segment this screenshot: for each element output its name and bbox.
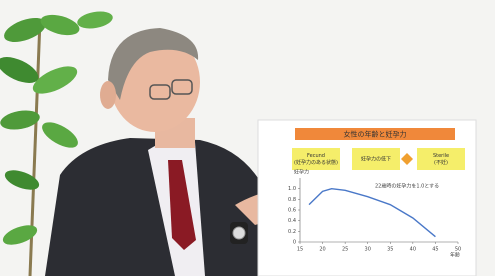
board-title: 女性の年齢と妊孕力 bbox=[344, 130, 407, 139]
x-tick-label: 40 bbox=[410, 247, 416, 253]
stage-label: 妊孕力の低下 bbox=[361, 156, 391, 163]
stage-box bbox=[292, 148, 340, 170]
x-tick-label: 20 bbox=[319, 247, 325, 253]
stage-label: (不妊) bbox=[434, 159, 448, 166]
stage-label: (妊孕力のある状態) bbox=[294, 159, 338, 166]
x-axis-label: 年齢 bbox=[450, 252, 460, 259]
y-tick-label: 1.0 bbox=[288, 186, 296, 192]
x-tick-label: 35 bbox=[387, 247, 393, 253]
stage-label: Fecund bbox=[307, 153, 325, 159]
note: 22歳時の妊孕力を1.0とする bbox=[375, 183, 439, 190]
x-tick-label: 30 bbox=[365, 247, 371, 253]
y-tick-label: 0.4 bbox=[288, 218, 296, 224]
stage-box bbox=[417, 148, 465, 170]
x-tick-label: 45 bbox=[432, 247, 438, 253]
y-tick-label: 0 bbox=[293, 240, 296, 246]
y-tick-label: 0.8 bbox=[288, 197, 296, 203]
y-tick-label: 0.6 bbox=[288, 208, 296, 214]
stage-label: Sterile bbox=[433, 153, 449, 159]
y-axis-label: 妊孕力 bbox=[294, 169, 309, 176]
x-tick-label: 25 bbox=[342, 247, 348, 253]
scene: 女性の年齢と妊孕力 Fecund(妊孕力のある状態) 妊孕力の低下 Sterile(… bbox=[0, 0, 495, 276]
x-tick-label: 15 bbox=[297, 247, 303, 253]
y-tick-label: 0.2 bbox=[288, 229, 296, 235]
